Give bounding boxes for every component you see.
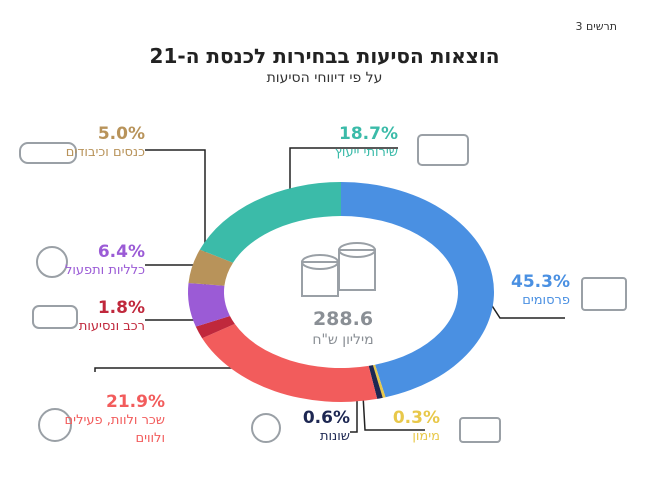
icon-finance (459, 417, 501, 443)
value-label: 1.8% (97, 298, 145, 318)
icon-misc (251, 413, 281, 443)
leader-line (289, 147, 398, 205)
category-label: פרסומים (522, 293, 570, 308)
icons (19, 134, 627, 443)
donut-segment (372, 364, 386, 398)
icon-coins (338, 249, 376, 291)
donut-segment (188, 283, 230, 327)
segment-label: 21.9% שכר ולוות, פעילים ולווים (55, 392, 165, 448)
category-label: רכב ונסיעות (78, 319, 145, 334)
icon-car (32, 305, 78, 329)
figure-label: תרשים 3 (575, 20, 618, 33)
donut-segment (199, 182, 341, 263)
category-label: כלליות ותפעול (64, 263, 145, 278)
icon-gear (36, 246, 68, 278)
total-unit: מיליון ש"ח (312, 332, 374, 348)
icon-consulting (417, 134, 469, 166)
segment-label: 5.0% כנסים וכיבודים (35, 124, 145, 162)
category-label: שונות (319, 429, 350, 444)
category-label: כנסים וכיבודים (65, 145, 145, 160)
segment-label: 1.8% רכב ונסיעות (35, 298, 145, 336)
value-label: 45.3% (511, 272, 570, 292)
value-label: 21.9% (106, 392, 165, 412)
leader-line (350, 395, 358, 433)
donut (188, 182, 494, 402)
donut-segment (195, 315, 235, 339)
value-label: 0.6% (302, 408, 350, 428)
segment-label: 45.3% פרסומים (490, 272, 570, 310)
segment-label: 0.6% שונות (290, 408, 350, 446)
donut-segment (202, 323, 378, 402)
segment-label: 6.4% כלליות ותפעול (35, 242, 145, 280)
leader-lines (94, 147, 565, 433)
category-label: מימון (412, 429, 440, 444)
category-label: שירותי ייעוץ (334, 145, 398, 160)
icon-coffee (19, 142, 77, 164)
donut-segment (368, 365, 383, 399)
value-label: 18.7% (339, 124, 398, 144)
chart-title: הוצאות הסיעות בבחירות לכנסת ה-21 (149, 44, 500, 68)
icon-newspaper (581, 277, 627, 311)
chart-subtitle: על פי דיווחי הסיעות (266, 70, 383, 86)
segment-label: 18.7% שירותי ייעוץ (288, 124, 398, 162)
leader-line (145, 149, 206, 260)
donut-segment (341, 182, 494, 398)
category-label: שכר ולוות, פעילים ולווים (64, 413, 165, 446)
value-label: 6.4% (97, 242, 145, 262)
segment-label: 0.3% מימון (380, 408, 440, 446)
leader-line (362, 394, 425, 431)
icon-people (38, 408, 72, 442)
donut-segment (188, 249, 234, 286)
value-label: 0.3% (392, 408, 440, 428)
value-label: 5.0% (97, 124, 145, 144)
total-value: 288.6 (312, 308, 374, 330)
